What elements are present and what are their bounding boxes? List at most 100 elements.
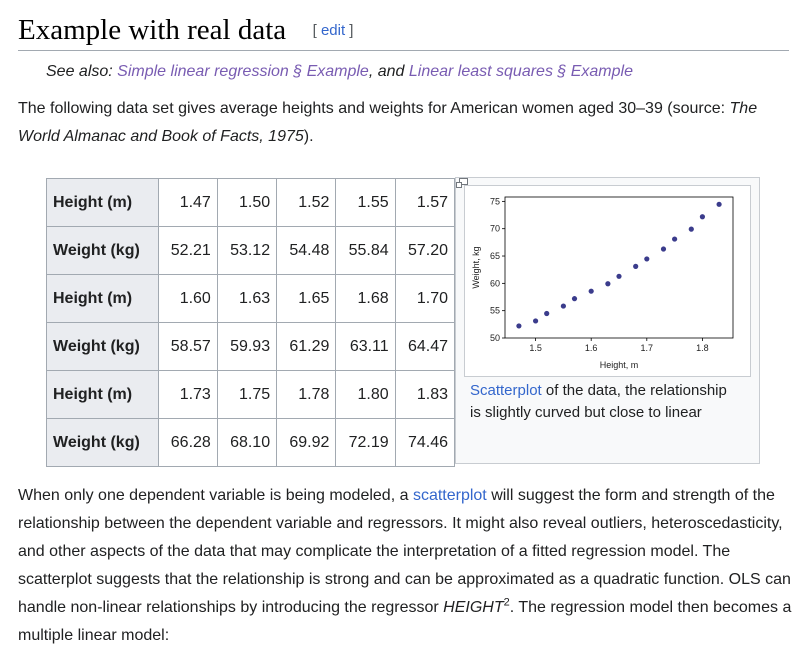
section-title: Example with real data	[18, 14, 287, 46]
data-point	[616, 273, 622, 279]
y-tick-label: 60	[490, 278, 500, 288]
table-cell: 58.57	[157, 322, 218, 371]
table-cell: 1.78	[276, 370, 337, 419]
table-cell: 1.50	[216, 178, 278, 227]
data-point	[716, 201, 722, 207]
scatterplot-chart: 1.5 1.6 1.7 1.8 50 55 60 65 70 75 Height, m Weight,…	[471, 196, 734, 370]
y-tick-label: 55	[490, 306, 500, 316]
row-header: Weight (kg)	[46, 322, 159, 371]
row-header: Height (m)	[46, 178, 159, 227]
table-row: Weight (kg) 66.28 68.10 69.92 72.19 74.46	[46, 418, 456, 467]
table-cell: 1.83	[394, 370, 456, 419]
y-axis-label: Weight, kg	[471, 246, 481, 288]
x-tick-label: 1.7	[641, 343, 654, 353]
table-cell: 1.73	[157, 370, 218, 419]
data-table: Height (m) 1.47 1.50 1.52 1.55 1.57 Weight (kg…	[46, 178, 456, 467]
magnify-clip-icon[interactable]	[456, 178, 468, 188]
table-cell: 72.19	[335, 418, 396, 467]
data-point	[560, 303, 566, 309]
body-text: When only one dependent variable is bein…	[18, 487, 413, 504]
data-point	[532, 318, 539, 324]
body-paragraph: When only one dependent variable is bein…	[18, 482, 793, 650]
table-cell: 1.55	[335, 178, 396, 227]
table-cell: 1.57	[394, 178, 456, 227]
hatnote-middle: , and	[368, 63, 409, 80]
row-header: Height (m)	[46, 370, 159, 419]
table-cell: 52.21	[157, 226, 218, 275]
table-cell: 1.68	[335, 274, 396, 323]
scatterplot-image[interactable]: 1.5 1.6 1.7 1.8 50 55 60 65 70 75 Height, m Weight,…	[464, 185, 751, 377]
table-cell: 1.80	[335, 370, 396, 419]
scatterplot-link[interactable]: scatterplot	[412, 487, 487, 504]
intro-text: The following data set gives average hei…	[18, 100, 730, 117]
x-tick-label: 1.6	[585, 343, 598, 353]
table-cell: 1.52	[276, 178, 337, 227]
edit-close-bracket: ]	[349, 22, 354, 39]
y-tick-label: 50	[490, 333, 500, 343]
table-cell: 69.92	[276, 418, 337, 467]
figure-caption: Scatterplot of the data, the relationshi…	[470, 380, 740, 424]
table-cell: 66.28	[157, 418, 218, 467]
table-cell: 53.12	[216, 226, 278, 275]
data-point	[699, 214, 706, 220]
table-cell: 61.29	[276, 322, 337, 371]
table-cell: 57.20	[394, 226, 456, 275]
table-cell: 54.48	[276, 226, 337, 275]
intro-text-end: ).	[303, 128, 314, 145]
y-tick-label: 65	[490, 251, 500, 261]
data-point	[660, 246, 667, 252]
x-axis-label: Height, m	[600, 360, 639, 370]
x-tick-label: 1.8	[696, 343, 709, 353]
source-title: The World Almanac and Book of Facts, 197…	[18, 100, 758, 145]
body-text-3: . The regression model then becomes a mu…	[18, 599, 792, 644]
linear-least-squares-link[interactable]: Linear least squares § Example	[408, 63, 633, 80]
data-point	[633, 263, 639, 269]
table-cell: 1.47	[157, 178, 218, 227]
table-cell: 74.46	[394, 418, 456, 467]
data-point	[672, 236, 678, 242]
edit-open-bracket: [	[312, 22, 317, 39]
x-tick-label: 1.5	[529, 343, 542, 353]
table-cell: 55.84	[335, 226, 396, 275]
table-cell: 1.70	[394, 274, 456, 323]
row-header: Weight (kg)	[46, 418, 159, 467]
table-cell: 68.10	[216, 418, 278, 467]
edit-link[interactable]: edit	[320, 22, 346, 39]
data-point	[605, 281, 611, 287]
section-heading: Example with real data [ edit ]	[18, 10, 789, 51]
data-point	[588, 288, 594, 294]
figure-thumbnail: 1.5 1.6 1.7 1.8 50 55 60 65 70 75 Height, m Weight,…	[455, 177, 760, 464]
edit-section: [ edit ]	[313, 22, 354, 39]
table-cell: 1.63	[216, 274, 278, 323]
scatterplot-caption-link[interactable]: Scatterplot	[470, 382, 542, 399]
table-row: Height (m) 1.73 1.75 1.78 1.80 1.83	[46, 370, 456, 419]
y-tick-label: 70	[490, 224, 500, 234]
table-cell: 1.75	[216, 370, 278, 419]
intro-paragraph: The following data set gives average hei…	[18, 95, 788, 151]
table-row: Height (m) 1.60 1.63 1.65 1.68 1.70	[46, 274, 456, 323]
simple-linear-regression-link[interactable]: Simple linear regression § Example	[117, 63, 369, 80]
see-also-hatnote: See also: Simple linear regression § Exa…	[46, 60, 633, 84]
table-cell: 63.11	[335, 322, 396, 371]
hatnote-prefix: See also:	[46, 63, 118, 80]
plot-frame	[504, 196, 734, 339]
data-point	[516, 323, 522, 329]
height-variable: HEIGHT	[443, 599, 504, 616]
table-row: Height (m) 1.47 1.50 1.52 1.55 1.57	[46, 178, 456, 227]
y-tick-label: 75	[490, 196, 500, 206]
caption-text: of the data, the relationship is slightl…	[470, 382, 727, 421]
table-cell: 59.93	[216, 322, 278, 371]
exponent: 2	[503, 596, 510, 609]
table-cell: 1.60	[157, 274, 218, 323]
data-point	[544, 310, 550, 317]
table-row: Weight (kg) 58.57 59.93 61.29 63.11 64.47	[46, 322, 456, 371]
data-point	[688, 226, 694, 232]
row-header: Weight (kg)	[46, 226, 159, 275]
row-header: Height (m)	[46, 274, 159, 323]
table-cell: 64.47	[394, 322, 456, 371]
data-point	[644, 256, 650, 262]
body-text-2: will suggest the form and strength of th…	[18, 487, 791, 616]
table-row: Weight (kg) 52.21 53.12 54.48 55.84 57.20	[46, 226, 456, 275]
table-cell: 1.65	[276, 274, 337, 323]
data-point	[571, 296, 578, 302]
